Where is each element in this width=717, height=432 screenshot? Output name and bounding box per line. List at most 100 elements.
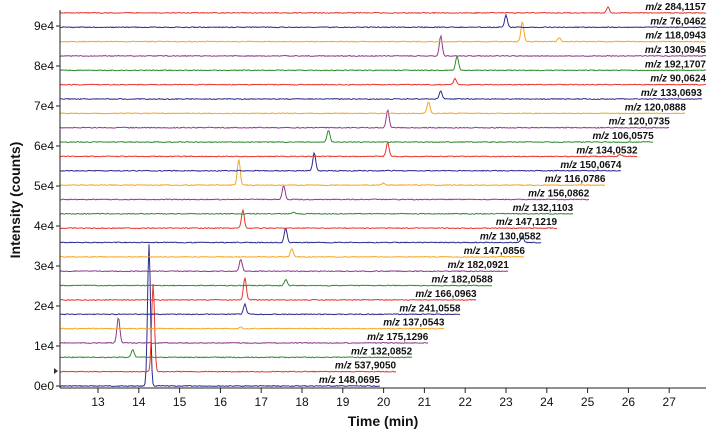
x-tick-label: 22 — [459, 395, 473, 409]
trace-label-value: 134,0532 — [596, 145, 638, 156]
trace-label-value: 130,0582 — [499, 232, 541, 243]
trace-line — [59, 248, 525, 258]
x-tick-label: 21 — [418, 395, 432, 409]
trace-label-prefix: m/z — [351, 346, 368, 357]
trace-label-prefix: m/z — [319, 375, 336, 386]
x-axis-title: Time (min) — [348, 413, 419, 429]
y-tick-group: 0e0 1e4 2e4 3e4 4e4 5e4 6e4 7e4 8e4 9e4 — [34, 19, 60, 393]
trace-line — [59, 130, 654, 144]
trace-label: m/z 137,0543 — [383, 318, 445, 329]
trace-line — [59, 278, 493, 287]
trace-line — [59, 159, 606, 187]
trace-line — [59, 5, 707, 14]
trace-label: m/z 120,0888 — [625, 102, 687, 113]
trace-label-value: 148,0695 — [338, 375, 380, 386]
y-tick-label: 3e4 — [34, 259, 54, 273]
trace-line — [59, 283, 397, 373]
trace-label-value: 150,0674 — [580, 160, 622, 171]
trace-line — [59, 326, 445, 330]
trace-line — [59, 54, 707, 72]
x-tick-label: 20 — [377, 395, 391, 409]
y-tick-label: 8e4 — [34, 59, 54, 73]
trace-label-prefix: m/z — [645, 59, 662, 70]
trace-label-prefix: m/z — [383, 318, 400, 329]
trace-line — [59, 77, 707, 86]
x-tick-label: 23 — [499, 395, 513, 409]
trace-label-value: 90,0624 — [670, 74, 707, 85]
trace-line — [59, 258, 509, 273]
y-tick-label: 0e0 — [34, 379, 54, 393]
trace-label-value: 118,0943 — [665, 31, 707, 42]
trace-label-value: 147,0856 — [483, 246, 525, 257]
x-tick-label: 18 — [295, 395, 309, 409]
trace-line — [59, 90, 703, 101]
trace-label-value: 182,0588 — [451, 275, 493, 286]
trace-label: m/z 106,0575 — [593, 131, 655, 142]
y-tick-label: 2e4 — [34, 299, 54, 313]
trace-label: m/z 116,0786 — [545, 174, 606, 185]
trace-label-prefix: m/z — [528, 188, 545, 199]
trace-label-prefix: m/z — [650, 74, 667, 85]
x-tick-label: 25 — [581, 395, 595, 409]
trace-label-value: 537,9050 — [354, 361, 396, 372]
trace-label: m/z 90,0624 — [650, 74, 706, 85]
x-tick-group: 13 14 15 16 17 18 19 20 21 22 23 24 25 26 27 — [91, 388, 676, 409]
trace-label: m/z 132,0852 — [351, 346, 413, 357]
trace-label: m/z 133,0693 — [641, 88, 703, 99]
trace-label-value: 76,0462 — [670, 16, 707, 27]
y-tick-label: 6e4 — [34, 139, 54, 153]
trace-label: m/z 537,9050 — [335, 361, 397, 372]
trace-line — [59, 21, 707, 43]
trace-label-value: 175,1296 — [387, 332, 429, 343]
trace-line — [59, 101, 686, 115]
trace-label: m/z 166,0963 — [415, 289, 477, 300]
x-tick-label: 13 — [91, 395, 105, 409]
trace-label: m/z 118,0943 — [645, 31, 706, 42]
trace-label-value: 120,0735 — [628, 117, 670, 128]
trace-label-prefix: m/z — [496, 217, 513, 228]
trace-label-prefix: m/z — [432, 275, 449, 286]
trace-label-value: 241,0558 — [419, 303, 461, 314]
trace-label-prefix: m/z — [645, 2, 662, 13]
x-tick-label: 14 — [132, 395, 146, 409]
trace-label-value: 116,0786 — [564, 174, 606, 185]
trace-label-value: 106,0575 — [612, 131, 654, 142]
trace-label: m/z 76,0462 — [650, 16, 706, 27]
trace-label-prefix: m/z — [641, 88, 658, 99]
trace-line — [59, 302, 461, 316]
trace-label-prefix: m/z — [367, 332, 384, 343]
trace-label-prefix: m/z — [399, 303, 416, 314]
trace-label-value: 132,1103 — [532, 203, 574, 214]
x-tick-label: 17 — [255, 395, 269, 409]
trace-label: m/z 130,0945 — [645, 45, 707, 56]
trace-label-value: 192,1707 — [664, 59, 706, 70]
trace-label: m/z 182,0588 — [432, 275, 494, 286]
trace-label-value: 137,0543 — [403, 318, 445, 329]
trace-label-prefix: m/z — [625, 102, 642, 113]
trace-label: m/z 156,0862 — [528, 188, 590, 199]
trace-label-prefix: m/z — [415, 289, 432, 300]
trace-line — [59, 151, 622, 172]
y-tick-label: 5e4 — [34, 179, 54, 193]
trace-line — [59, 208, 558, 230]
trace-label: m/z 241,0558 — [399, 303, 461, 314]
trace-label: m/z 150,0674 — [560, 160, 622, 171]
trace-label-prefix: m/z — [593, 131, 610, 142]
trace-label-value: 147,1219 — [515, 217, 557, 228]
trace-line — [59, 109, 670, 129]
trace-label: m/z 284,1157 — [645, 2, 706, 13]
trace-line — [59, 141, 638, 158]
trace-line — [59, 34, 707, 58]
trace-label-prefix: m/z — [645, 45, 662, 56]
axes-group — [54, 10, 706, 389]
trace-label-prefix: m/z — [645, 31, 662, 42]
trace-label-value: 166,0963 — [435, 289, 477, 300]
trace-label-value: 182,0921 — [467, 260, 509, 271]
trace-label-prefix: m/z — [513, 203, 530, 214]
trace-label: m/z 147,1219 — [496, 217, 558, 228]
trace-label: m/z 120,0735 — [609, 117, 671, 128]
trace-line — [59, 317, 429, 344]
x-tick-label: 26 — [622, 395, 636, 409]
